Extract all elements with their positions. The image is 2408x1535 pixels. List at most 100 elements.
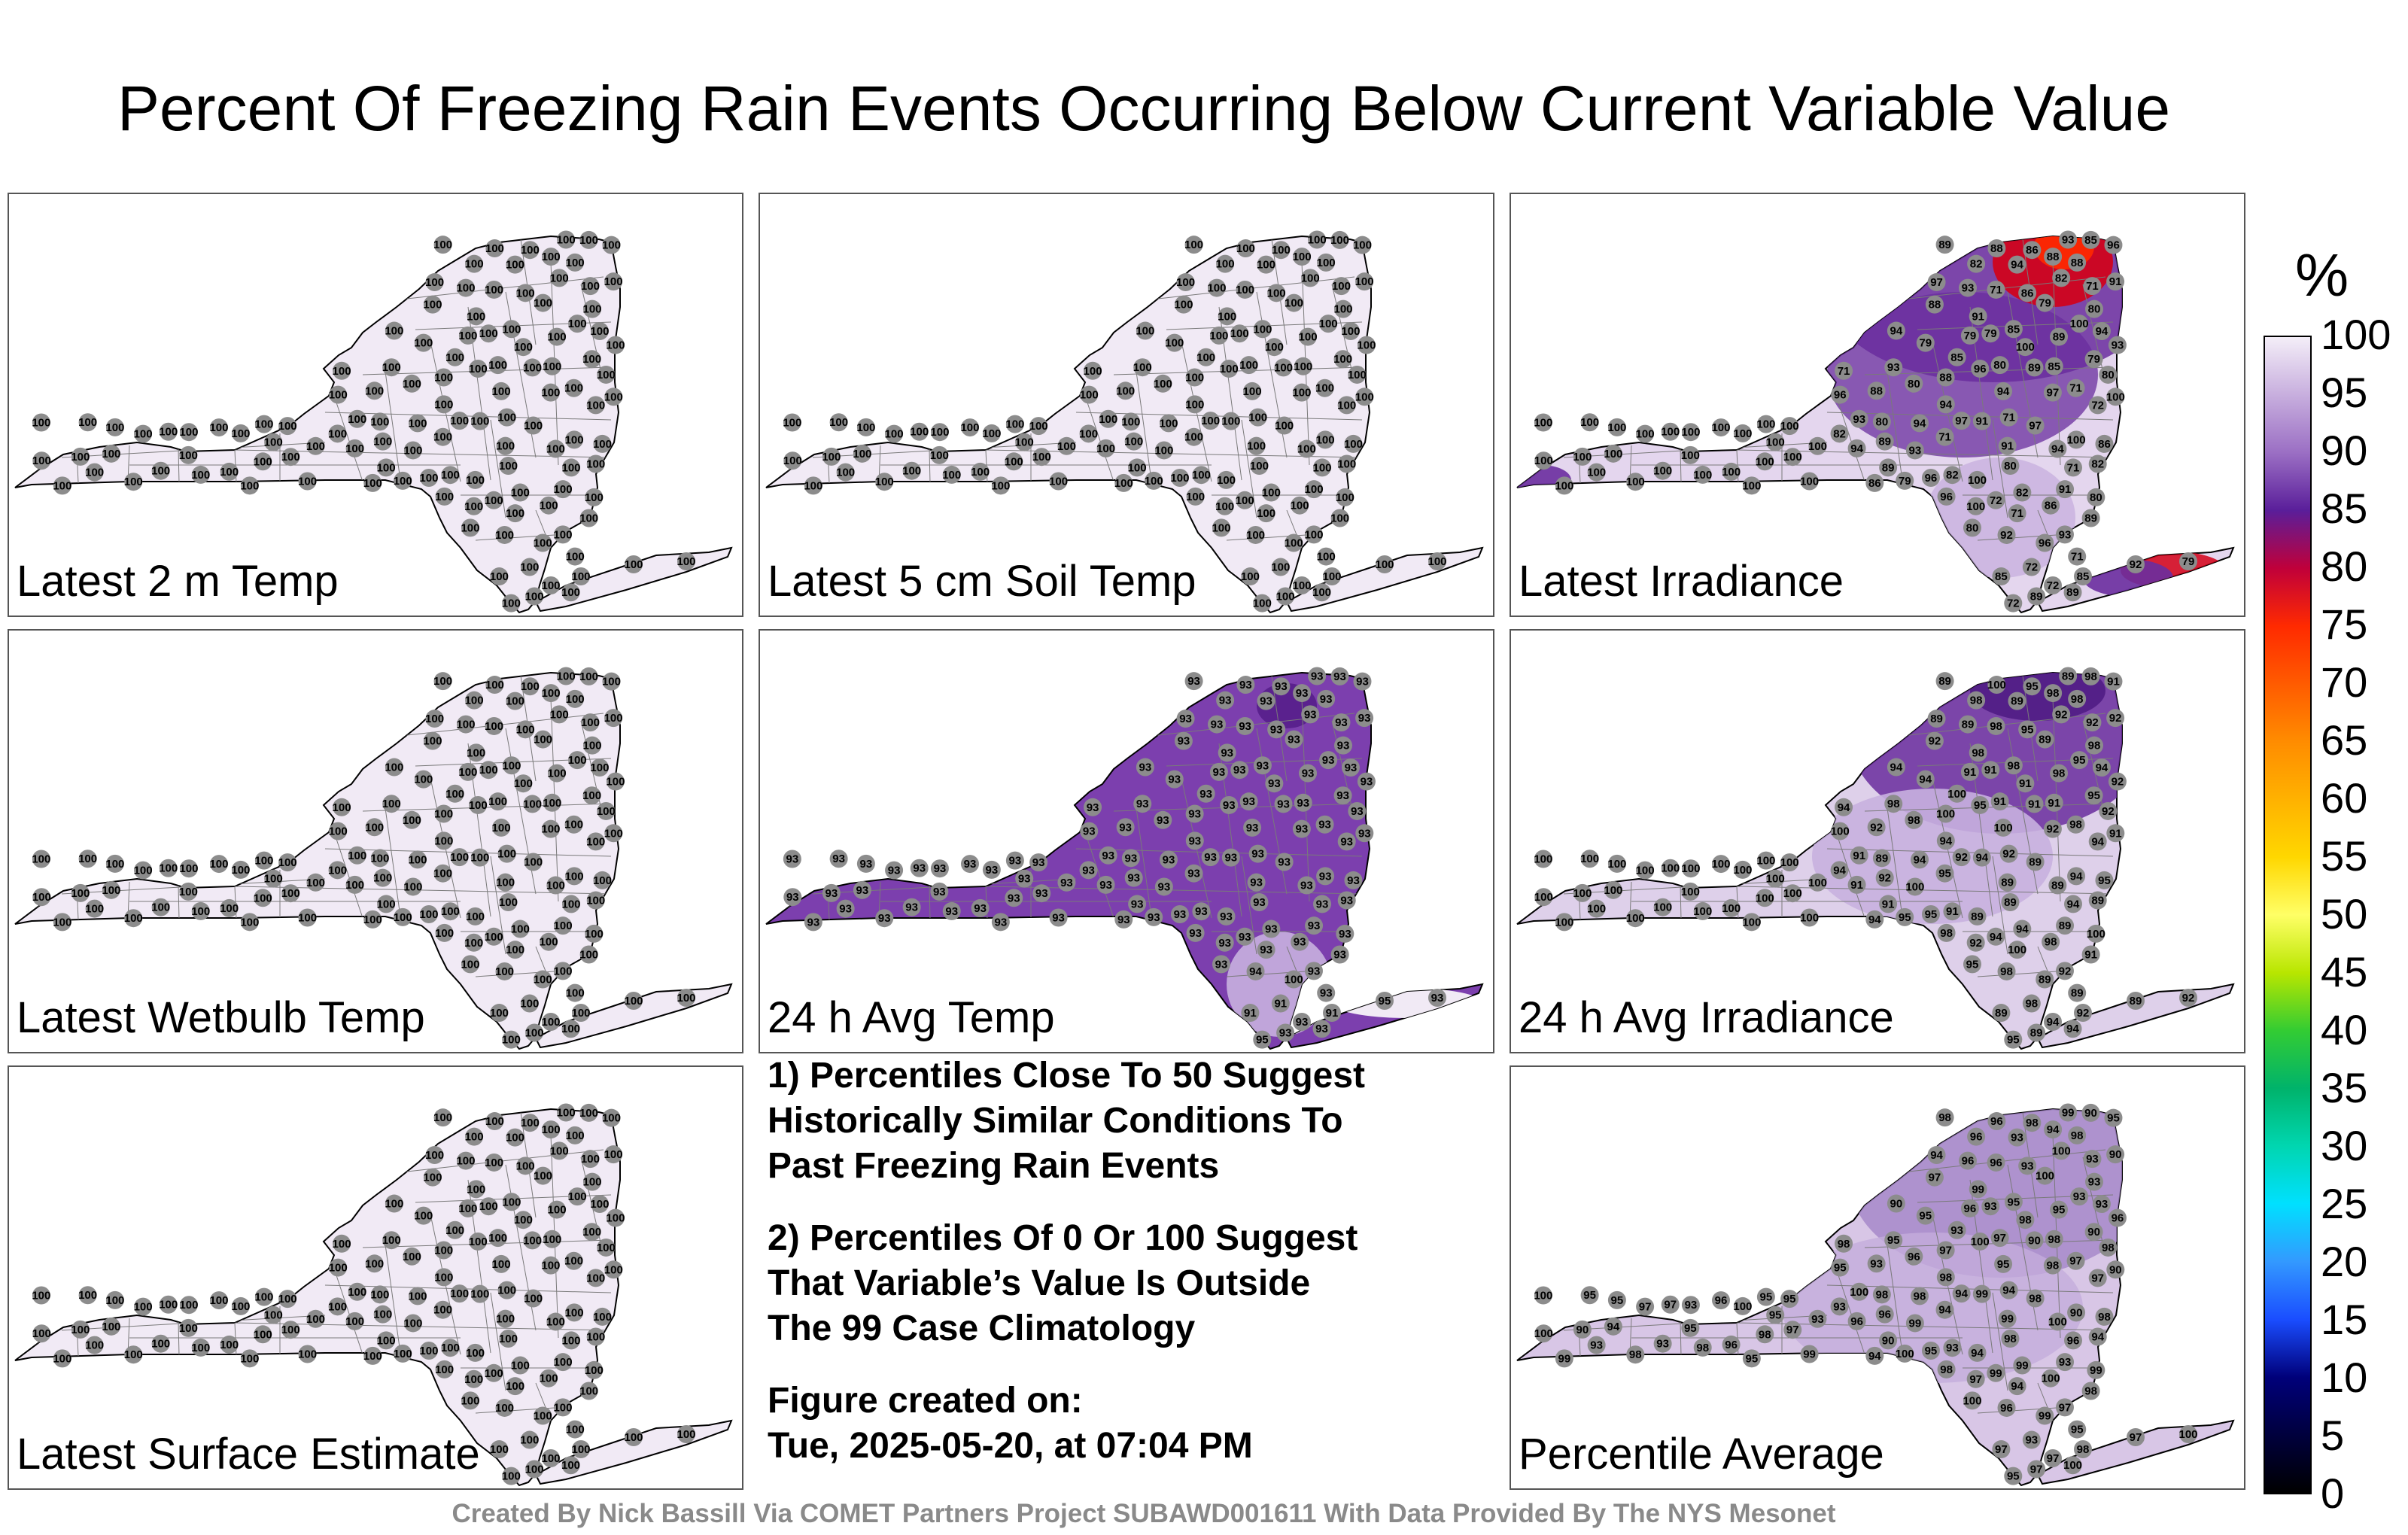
- station-marker: 100: [1534, 451, 1553, 470]
- station-marker: 100: [581, 277, 600, 296]
- station-value: 90: [2084, 1107, 2097, 1120]
- station-marker: 100: [1534, 888, 1553, 907]
- station-value: 80: [2102, 369, 2115, 381]
- station-value: 92: [2059, 965, 2072, 977]
- station-marker: 97: [2088, 1269, 2107, 1287]
- station-marker: 100: [1319, 315, 1338, 333]
- station-value: 93: [1347, 874, 1360, 887]
- station-marker: 100: [1330, 230, 1349, 249]
- station-marker: 100: [516, 1157, 535, 1175]
- station-value: 100: [105, 421, 124, 434]
- station-marker: 100: [1243, 381, 1262, 400]
- station-value: 100: [1534, 891, 1553, 904]
- station-marker: 100: [602, 1108, 621, 1127]
- station-value: 100: [582, 740, 601, 752]
- station-value: 98: [2019, 1214, 2032, 1226]
- station-value: 100: [333, 365, 351, 378]
- station-marker: 100: [1573, 447, 1592, 466]
- station-marker: 89: [2048, 876, 2067, 895]
- station-marker: 96: [1831, 385, 1850, 404]
- station-marker: 100: [511, 483, 530, 502]
- station-marker: 93: [1220, 795, 1239, 814]
- station-value: 100: [550, 1144, 569, 1157]
- station-marker: 92: [1999, 844, 2018, 863]
- station-value: 96: [1964, 1202, 1977, 1215]
- station-value: 100: [514, 341, 533, 354]
- station-value: 100: [514, 777, 533, 790]
- station-marker: 90: [2081, 1103, 2100, 1122]
- station-value: 94: [1833, 864, 1846, 877]
- station-value: 100: [134, 428, 153, 441]
- station-marker: 89: [1875, 432, 1894, 451]
- station-marker: 100: [541, 1013, 561, 1031]
- station-marker: 100: [585, 1360, 604, 1379]
- station-marker: 100: [502, 594, 521, 612]
- station-marker: 100: [329, 822, 348, 840]
- station-marker: 93: [1272, 677, 1291, 696]
- station-marker: 85: [2081, 230, 2100, 249]
- station-marker: 100: [345, 1312, 364, 1330]
- station-value: 100: [370, 1288, 389, 1301]
- station-marker: 100: [1185, 395, 1204, 414]
- station-marker: 93: [1128, 895, 1147, 913]
- station-marker: 96: [1722, 1335, 1741, 1354]
- station-marker: 100: [479, 1197, 498, 1216]
- station-value: 100: [1780, 856, 1799, 869]
- station-marker: 100: [495, 525, 514, 544]
- station-marker: 93: [1348, 801, 1367, 820]
- station-value: 100: [581, 280, 600, 293]
- county-line: [324, 848, 612, 857]
- station-value: 100: [561, 1459, 580, 1472]
- station-value: 100: [1312, 461, 1331, 474]
- station-marker: 100: [676, 552, 696, 570]
- county-line: [1680, 1321, 1682, 1357]
- station-value: 100: [32, 891, 51, 904]
- station-marker: 100: [1780, 417, 1799, 436]
- station-value: 93: [1320, 693, 1333, 706]
- station-marker: 94: [2044, 1013, 2062, 1031]
- station-marker: 98: [1693, 1338, 1712, 1357]
- station-value: 93: [1315, 1023, 1328, 1035]
- station-value: 100: [1145, 475, 1163, 488]
- station-marker: 100: [2008, 941, 2026, 959]
- station-marker: 93: [1267, 720, 1286, 739]
- station-value: 93: [860, 858, 873, 871]
- station-marker: 100: [561, 458, 581, 477]
- station-value: 100: [1005, 455, 1023, 468]
- station-value: 100: [365, 1257, 384, 1270]
- station-value: 100: [179, 886, 198, 898]
- station-value: 94: [1939, 398, 1952, 411]
- station-value: 98: [2084, 670, 2097, 683]
- station-marker: 90: [1573, 1320, 1592, 1339]
- station-value: 91: [1326, 1007, 1339, 1020]
- station-marker: 85: [2004, 320, 2023, 339]
- note-percentiles-0-100: 2) Percentiles Of 0 Or 100 Suggest That …: [768, 1218, 1358, 1348]
- station-value: 72: [2047, 579, 2060, 592]
- station-value: 100: [298, 911, 317, 924]
- station-marker: 93: [1215, 933, 1234, 952]
- station-marker: 100: [231, 424, 250, 442]
- station-marker: 99: [1987, 1363, 2005, 1382]
- station-value: 100: [604, 1263, 623, 1276]
- station-value: 100: [582, 353, 601, 366]
- station-value: 100: [568, 1190, 587, 1203]
- station-value: 100: [593, 874, 612, 887]
- station-value: 100: [1766, 873, 1785, 886]
- station-marker: 100: [461, 955, 480, 974]
- station-value: 86: [1868, 477, 1881, 490]
- station-value: 100: [328, 1300, 347, 1313]
- station-value: 100: [1312, 586, 1331, 599]
- station-value: 100: [1756, 418, 1775, 431]
- station-marker: 90: [2106, 1145, 2125, 1164]
- station-value: 92: [1878, 872, 1891, 885]
- station-value: 97: [2059, 1401, 2072, 1414]
- station-value: 90: [2070, 1306, 2083, 1319]
- station-value: 100: [991, 479, 1010, 492]
- station-value: 100: [582, 1226, 601, 1239]
- station-value: 86: [2098, 438, 2111, 451]
- station-value: 90: [1890, 1198, 1903, 1211]
- station-marker: 100: [566, 253, 585, 272]
- station-value: 89: [2011, 695, 2023, 708]
- station-value: 93: [1131, 898, 1144, 910]
- station-marker: 100: [306, 873, 325, 892]
